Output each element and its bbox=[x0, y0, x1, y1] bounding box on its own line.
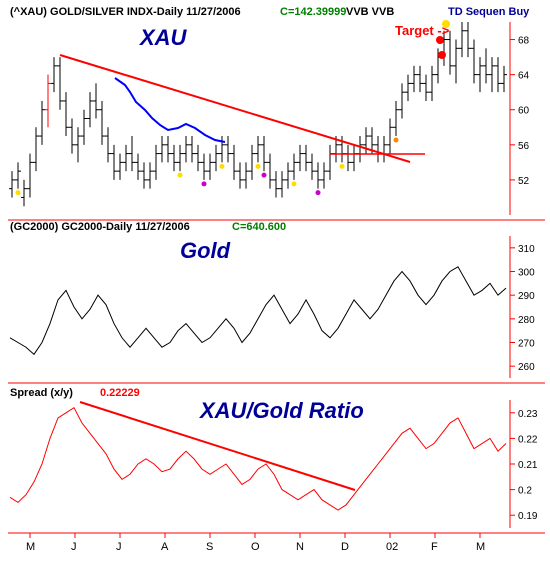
panel1-header: TD Sequen Buy bbox=[448, 6, 530, 18]
xtick-label: M bbox=[476, 541, 485, 553]
ytick-label: 300 bbox=[518, 268, 535, 279]
ytick-label: 260 bbox=[518, 362, 535, 373]
ytick-label: 270 bbox=[518, 339, 535, 350]
panel3-title: XAU/Gold Ratio bbox=[198, 398, 364, 423]
chart-container: (^XAU) GOLD/SILVER INDX-Daily 11/27/2006… bbox=[0, 0, 550, 561]
panel2-header: (GC2000) GC2000-Daily 11/27/2006 bbox=[10, 221, 190, 233]
target-marker bbox=[438, 51, 446, 59]
ytick-label: 290 bbox=[518, 291, 535, 302]
marker-dot bbox=[394, 138, 399, 143]
ytick-label: 60 bbox=[518, 106, 530, 117]
ytick-label: 0.22 bbox=[518, 434, 538, 445]
panel3-header: Spread (x/y) bbox=[10, 387, 73, 399]
ytick-label: 64 bbox=[518, 71, 530, 82]
xtick-label: D bbox=[341, 541, 349, 553]
marker-dot bbox=[256, 164, 261, 169]
target-label: Target -> bbox=[395, 23, 450, 38]
chart-svg: (^XAU) GOLD/SILVER INDX-Daily 11/27/2006… bbox=[0, 0, 550, 561]
xtick-label: S bbox=[206, 541, 213, 553]
xtick-label: F bbox=[431, 541, 438, 553]
panel2-title: Gold bbox=[180, 238, 231, 263]
xtick-label: 02 bbox=[386, 541, 398, 553]
ytick-label: 310 bbox=[518, 244, 535, 255]
panel2-header: C=640.600 bbox=[232, 221, 286, 233]
ytick-label: 56 bbox=[518, 141, 530, 152]
gold-price-line bbox=[10, 267, 506, 355]
marker-dot bbox=[220, 164, 225, 169]
marker-dot bbox=[292, 181, 297, 186]
ytick-label: 0.2 bbox=[518, 486, 532, 497]
ytick-label: 0.19 bbox=[518, 511, 538, 522]
ytick-label: 280 bbox=[518, 315, 535, 326]
panel1-header: VVB VVB bbox=[346, 6, 394, 18]
ytick-label: 0.21 bbox=[518, 460, 538, 471]
xtick-label: J bbox=[71, 541, 77, 553]
xtick-label: M bbox=[26, 541, 35, 553]
ytick-label: 52 bbox=[518, 176, 530, 187]
marker-dot bbox=[316, 190, 321, 195]
marker-dot bbox=[178, 173, 183, 178]
ytick-label: 68 bbox=[518, 36, 530, 47]
xtick-label: J bbox=[116, 541, 122, 553]
trendline bbox=[60, 55, 410, 162]
marker-dot bbox=[262, 173, 267, 178]
panel3-header: 0.22229 bbox=[100, 387, 140, 399]
xtick-label: A bbox=[161, 541, 169, 553]
marker-dot bbox=[16, 190, 21, 195]
panel1-header: C=142.39999 bbox=[280, 6, 346, 18]
ytick-label: 0.23 bbox=[518, 409, 538, 420]
marker-dot bbox=[340, 164, 345, 169]
panel1-title: XAU bbox=[138, 25, 188, 50]
marker-dot bbox=[202, 181, 207, 186]
panel1-header: (^XAU) GOLD/SILVER INDX-Daily 11/27/2006 bbox=[10, 6, 241, 18]
xtick-label: O bbox=[251, 541, 260, 553]
xtick-label: N bbox=[296, 541, 304, 553]
